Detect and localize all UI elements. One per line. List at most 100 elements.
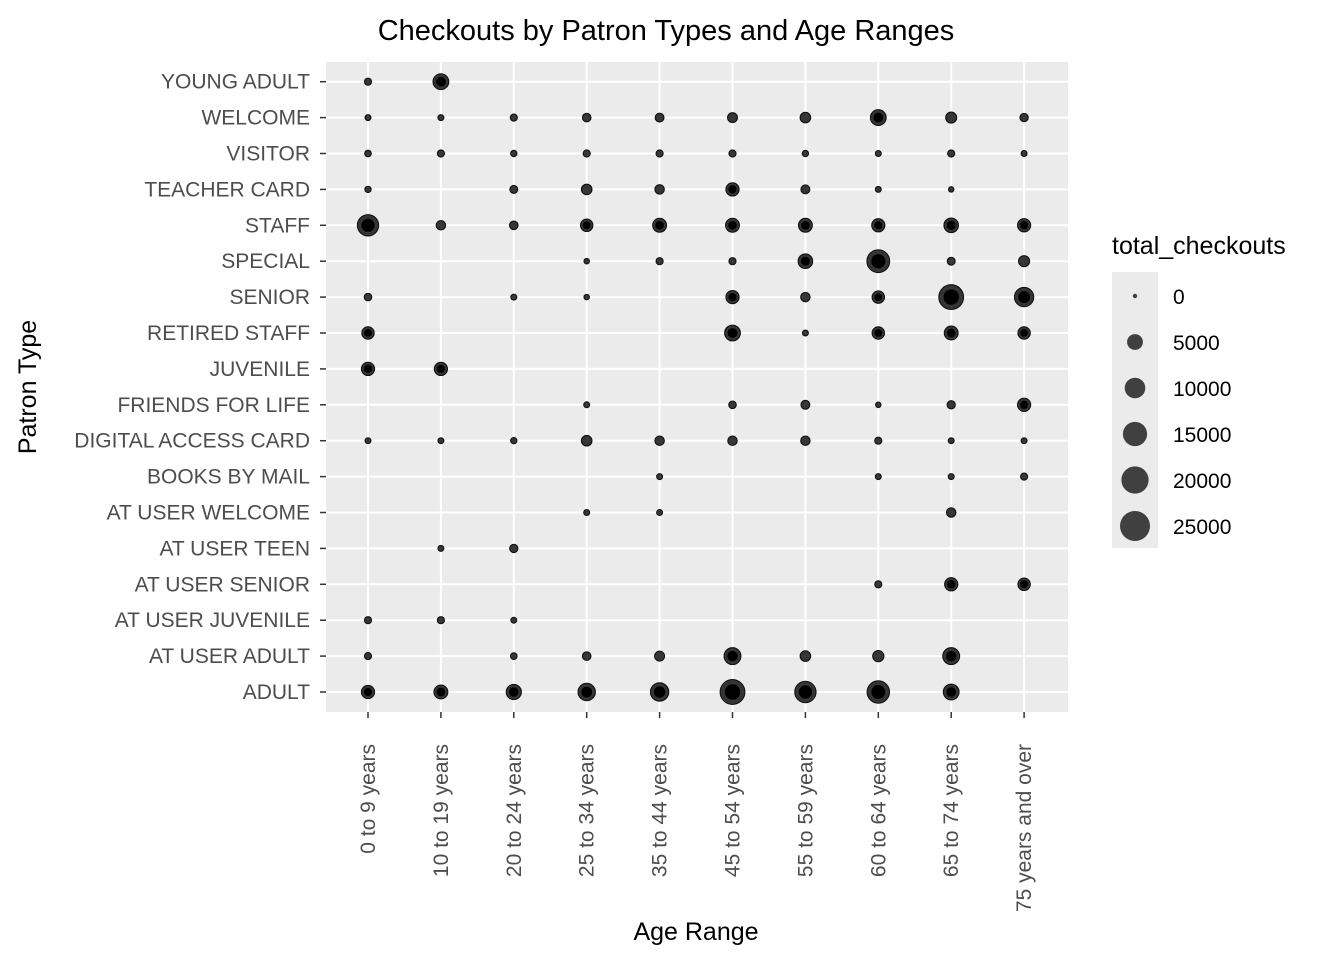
point-special-35-to-44-years — [655, 257, 664, 266]
point-visitor-60-to-64-years — [874, 149, 882, 158]
point-core-staff-25-to-34-years — [582, 221, 591, 230]
legend-key-10000 — [1124, 377, 1146, 399]
x-tick-label: 35 to 44 years — [649, 744, 672, 877]
point-at-user-adult-0-to-9-years — [363, 651, 373, 661]
point-core-adult-60-to-64-years — [871, 685, 886, 699]
point-visitor-20-to-24-years — [510, 149, 518, 158]
point-at-user-teen-10-to-19-years — [437, 544, 445, 552]
x-axis: 0 to 9 years 10 to 19 years 20 to 24 years… — [357, 712, 1036, 912]
point-core-adult-35-to-44-years — [653, 686, 666, 698]
y-tick-label: SENIOR — [229, 286, 310, 309]
point-welcome-25-to-34-years — [581, 112, 592, 123]
point-young-adult-0-to-9-years — [363, 77, 373, 86]
x-tick-label: 0 to 9 years — [357, 744, 380, 854]
point-core-adult-65-to-74-years — [946, 687, 957, 697]
legend-label: 10000 — [1173, 378, 1231, 401]
point-visitor-25-to-34-years — [582, 149, 591, 158]
point-at-user-teen-20-to-24-years — [509, 543, 519, 554]
y-tick-label: TEACHER CARD — [144, 178, 310, 201]
point-core-adult-55-to-59-years — [798, 685, 813, 699]
point-core-retired-staff-65-to-74-years — [946, 328, 956, 338]
point-books-by-mail-65-to-74-years — [947, 473, 955, 481]
point-core-senior-45-to-54-years — [728, 292, 737, 302]
point-welcome-0-to-9-years — [364, 114, 372, 122]
y-tick-label: AT USER JUVENILE — [115, 609, 310, 632]
point-teacher-card-0-to-9-years — [364, 185, 372, 194]
point-visitor-35-to-44-years — [655, 149, 664, 158]
point-core-juvenile-0-to-9-years — [363, 364, 373, 374]
point-friends-for-life-55-to-59-years — [800, 399, 811, 410]
point-at-user-juvenile-20-to-24-years — [510, 616, 518, 624]
y-tick-label: VISITOR — [226, 143, 310, 166]
point-core-adult-10-to-19-years — [436, 687, 446, 697]
point-core-staff-75-years-and-over — [1019, 221, 1029, 230]
legend-key-5000 — [1127, 334, 1143, 350]
x-tick-label: 10 to 19 years — [430, 744, 453, 877]
point-core-adult-20-to-24-years — [509, 687, 519, 697]
legend-key-0 — [1132, 293, 1138, 299]
point-core-teacher-card-45-to-54-years — [728, 185, 737, 194]
point-welcome-20-to-24-years — [509, 113, 518, 122]
point-at-user-adult-55-to-59-years — [799, 650, 812, 662]
legend-label: 25000 — [1173, 516, 1231, 539]
point-core-adult-25-to-34-years — [581, 686, 593, 698]
chart-title: Checkouts by Patron Types and Age Ranges — [378, 15, 955, 47]
point-core-at-user-adult-65-to-74-years — [945, 650, 957, 662]
legend-key-20000 — [1121, 466, 1149, 494]
point-welcome-45-to-54-years — [726, 112, 739, 124]
x-tick-label: 45 to 54 years — [722, 744, 745, 877]
x-tick-label: 60 to 64 years — [867, 744, 890, 877]
point-core-retired-staff-75-years-and-over — [1020, 329, 1028, 337]
point-welcome-10-to-19-years — [437, 114, 445, 122]
point-core-special-60-to-64-years — [871, 254, 886, 269]
point-core-staff-35-to-44-years — [655, 220, 664, 230]
legend-title: total_checkouts — [1112, 232, 1286, 260]
legend-label: 15000 — [1173, 424, 1231, 447]
point-friends-for-life-25-to-34-years — [583, 401, 591, 409]
point-friends-for-life-60-to-64-years — [875, 401, 882, 409]
point-at-user-adult-20-to-24-years — [509, 652, 518, 660]
point-core-staff-55-to-59-years — [801, 220, 810, 230]
point-core-staff-45-to-54-years — [728, 220, 737, 230]
y-axis-title: Patron Type — [14, 320, 42, 454]
point-teacher-card-55-to-59-years — [800, 184, 811, 195]
y-tick-label: STAFF — [245, 214, 310, 237]
y-tick-label: AT USER ADULT — [149, 645, 310, 668]
point-teacher-card-35-to-44-years — [654, 184, 665, 195]
x-tick-label: 65 to 74 years — [940, 744, 963, 877]
point-at-user-welcome-65-to-74-years — [945, 507, 957, 518]
point-core-young-adult-10-to-19-years — [435, 76, 446, 87]
y-tick-label: JUVENILE — [210, 358, 310, 381]
point-welcome-55-to-59-years — [799, 111, 812, 124]
legend-label: 5000 — [1173, 332, 1220, 355]
y-tick-label: BOOKS BY MAIL — [147, 466, 310, 489]
point-teacher-card-65-to-74-years — [947, 186, 955, 193]
point-at-user-welcome-25-to-34-years — [583, 508, 591, 517]
point-friends-for-life-45-to-54-years — [728, 400, 737, 410]
point-at-user-welcome-35-to-44-years — [656, 508, 664, 517]
point-core-at-user-adult-45-to-54-years — [727, 650, 738, 662]
point-core-senior-75-years-and-over — [1018, 291, 1031, 304]
point-at-user-juvenile-0-to-9-years — [363, 616, 373, 625]
point-senior-55-to-59-years — [800, 291, 811, 303]
legend-label: 20000 — [1173, 470, 1231, 493]
point-core-senior-65-to-74-years — [943, 289, 959, 305]
point-at-user-juvenile-10-to-19-years — [436, 616, 446, 625]
point-special-45-to-54-years — [728, 257, 737, 266]
point-at-user-adult-35-to-44-years — [654, 650, 666, 662]
x-tick-label: 20 to 24 years — [503, 744, 526, 877]
point-at-user-senior-60-to-64-years — [874, 580, 883, 589]
points-layer — [356, 73, 1035, 705]
point-friends-for-life-65-to-74-years — [946, 400, 956, 410]
point-digital-access-card-20-to-24-years — [510, 437, 518, 445]
point-welcome-75-years-and-over — [1019, 112, 1029, 123]
point-visitor-45-to-54-years — [728, 149, 737, 158]
point-core-staff-0-to-9-years — [361, 218, 375, 232]
point-at-user-adult-60-to-64-years — [872, 649, 885, 663]
point-special-65-to-74-years — [946, 256, 956, 266]
x-tick-label: 75 years and over — [1013, 744, 1036, 912]
point-core-special-55-to-59-years — [800, 256, 810, 266]
point-teacher-card-25-to-34-years — [580, 183, 593, 196]
